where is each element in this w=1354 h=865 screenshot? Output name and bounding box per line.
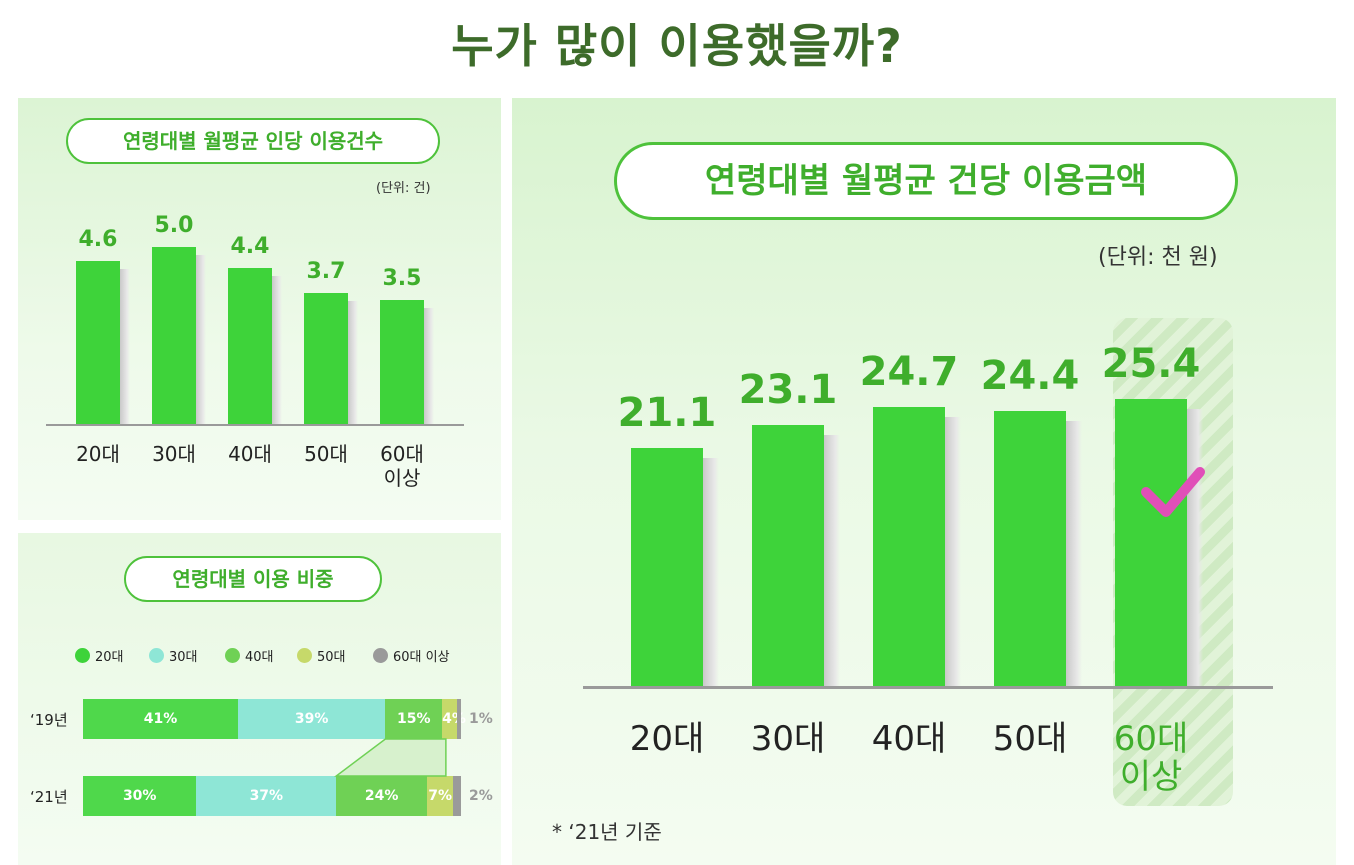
bar-segment — [442, 699, 458, 739]
count-chart-title: 연령대별 월평균 인당 이용건수 — [66, 118, 440, 164]
bar-shadow — [348, 301, 358, 424]
segment-label: 37% — [249, 788, 284, 804]
bar-shadow — [424, 308, 434, 424]
segment-label-outside: 2% — [469, 788, 493, 804]
bar — [1115, 399, 1187, 686]
bar — [873, 407, 945, 686]
share-legend: 20대 30대 40대 50대 60대 이상 — [75, 645, 495, 665]
value-label: 24.4 — [980, 352, 1080, 399]
category-label: 30대 — [152, 442, 196, 466]
value-label: 21.1 — [617, 389, 717, 436]
category-label: 이상 — [383, 466, 421, 490]
legend-label: 60대 이상 — [393, 649, 450, 665]
category-label: 20대 — [629, 719, 705, 759]
category-label: 50대 — [992, 719, 1068, 759]
segment-label: 15% — [396, 711, 431, 727]
value-label: 24.7 — [859, 349, 959, 396]
legend-label: 50대 — [317, 649, 346, 665]
category-label: 40대 — [228, 442, 272, 466]
bar-shadow — [120, 269, 130, 424]
legend-swatch — [75, 647, 90, 663]
category-label: 30대 — [750, 719, 826, 759]
legend-item: 30대 — [149, 645, 198, 665]
legend-label: 20대 — [95, 649, 124, 665]
bar — [152, 247, 196, 424]
legend-item: 40대 — [225, 645, 274, 665]
check-mark-icon — [1141, 467, 1205, 517]
legend-swatch — [373, 647, 388, 663]
bar-shadow — [1066, 420, 1082, 686]
bar-shadow — [824, 435, 840, 686]
bar-segment — [457, 699, 461, 739]
value-label: 25.4 — [1101, 341, 1201, 388]
legend-swatch — [225, 647, 240, 663]
bar-segment — [385, 699, 443, 739]
count-chart-unit: (단위: 건) — [376, 181, 431, 196]
increase-band — [334, 738, 447, 777]
amount-chart-title: 연령대별 월평균 건당 이용금액 — [614, 142, 1238, 220]
category-label: 60대 — [380, 442, 424, 466]
legend-item: 20대 — [75, 645, 124, 665]
bar — [304, 293, 348, 424]
row-label: ‘19년 — [30, 711, 68, 729]
legend-swatch — [297, 647, 312, 663]
category-label: 이상 — [1119, 757, 1183, 797]
bar-shadow — [196, 255, 206, 424]
segment-label: 30% — [122, 788, 157, 804]
category-label: 50대 — [304, 442, 348, 466]
value-label: 3.7 — [306, 259, 346, 285]
x-axis-line — [583, 686, 1273, 689]
legend-swatch — [149, 647, 164, 663]
bar-shadow — [272, 276, 282, 424]
bar-segment — [336, 776, 427, 816]
row-label: ‘21년 — [30, 788, 68, 806]
bar — [380, 300, 424, 424]
bar — [228, 268, 272, 424]
bar-segment — [83, 699, 238, 739]
segment-label: 41% — [143, 711, 178, 727]
x-axis-line — [46, 424, 464, 426]
bar-shadow — [703, 457, 719, 686]
category-label: 40대 — [871, 719, 947, 759]
bar-segment — [453, 776, 461, 816]
bar-segment — [237, 699, 386, 739]
value-label: 23.1 — [738, 367, 838, 414]
segment-label: 24% — [364, 788, 399, 804]
segment-label-outside: 1% — [469, 711, 493, 727]
category-label: 60대 — [1113, 719, 1189, 759]
legend-label: 30대 — [169, 649, 198, 665]
value-label: 4.4 — [230, 234, 270, 260]
bar — [631, 447, 703, 686]
bar-segment — [83, 776, 197, 816]
category-label: 20대 — [76, 442, 120, 466]
bar-shadow — [1187, 409, 1203, 686]
bar-shadow — [945, 417, 961, 686]
bar — [752, 425, 824, 686]
bar — [76, 261, 120, 424]
share-chart-title: 연령대별 이용 비중 — [124, 556, 382, 602]
value-label: 5.0 — [154, 213, 194, 238]
bar — [994, 410, 1066, 686]
bar-segment — [426, 776, 454, 816]
footnote: * ‘21년 기준 — [552, 820, 662, 844]
segment-label: 7% — [428, 788, 453, 804]
legend-label: 40대 — [245, 649, 274, 665]
bar-segment — [196, 776, 337, 816]
legend-item: 60대 이상 — [373, 645, 450, 665]
legend-item: 50대 — [297, 645, 346, 665]
page-title: 누가 많이 이용했을까? — [451, 19, 903, 73]
amount-chart-unit: (단위: 천 원) — [1098, 245, 1218, 270]
value-label: 3.5 — [382, 266, 422, 292]
segment-label: 39% — [294, 711, 329, 727]
value-label: 4.6 — [78, 227, 118, 253]
